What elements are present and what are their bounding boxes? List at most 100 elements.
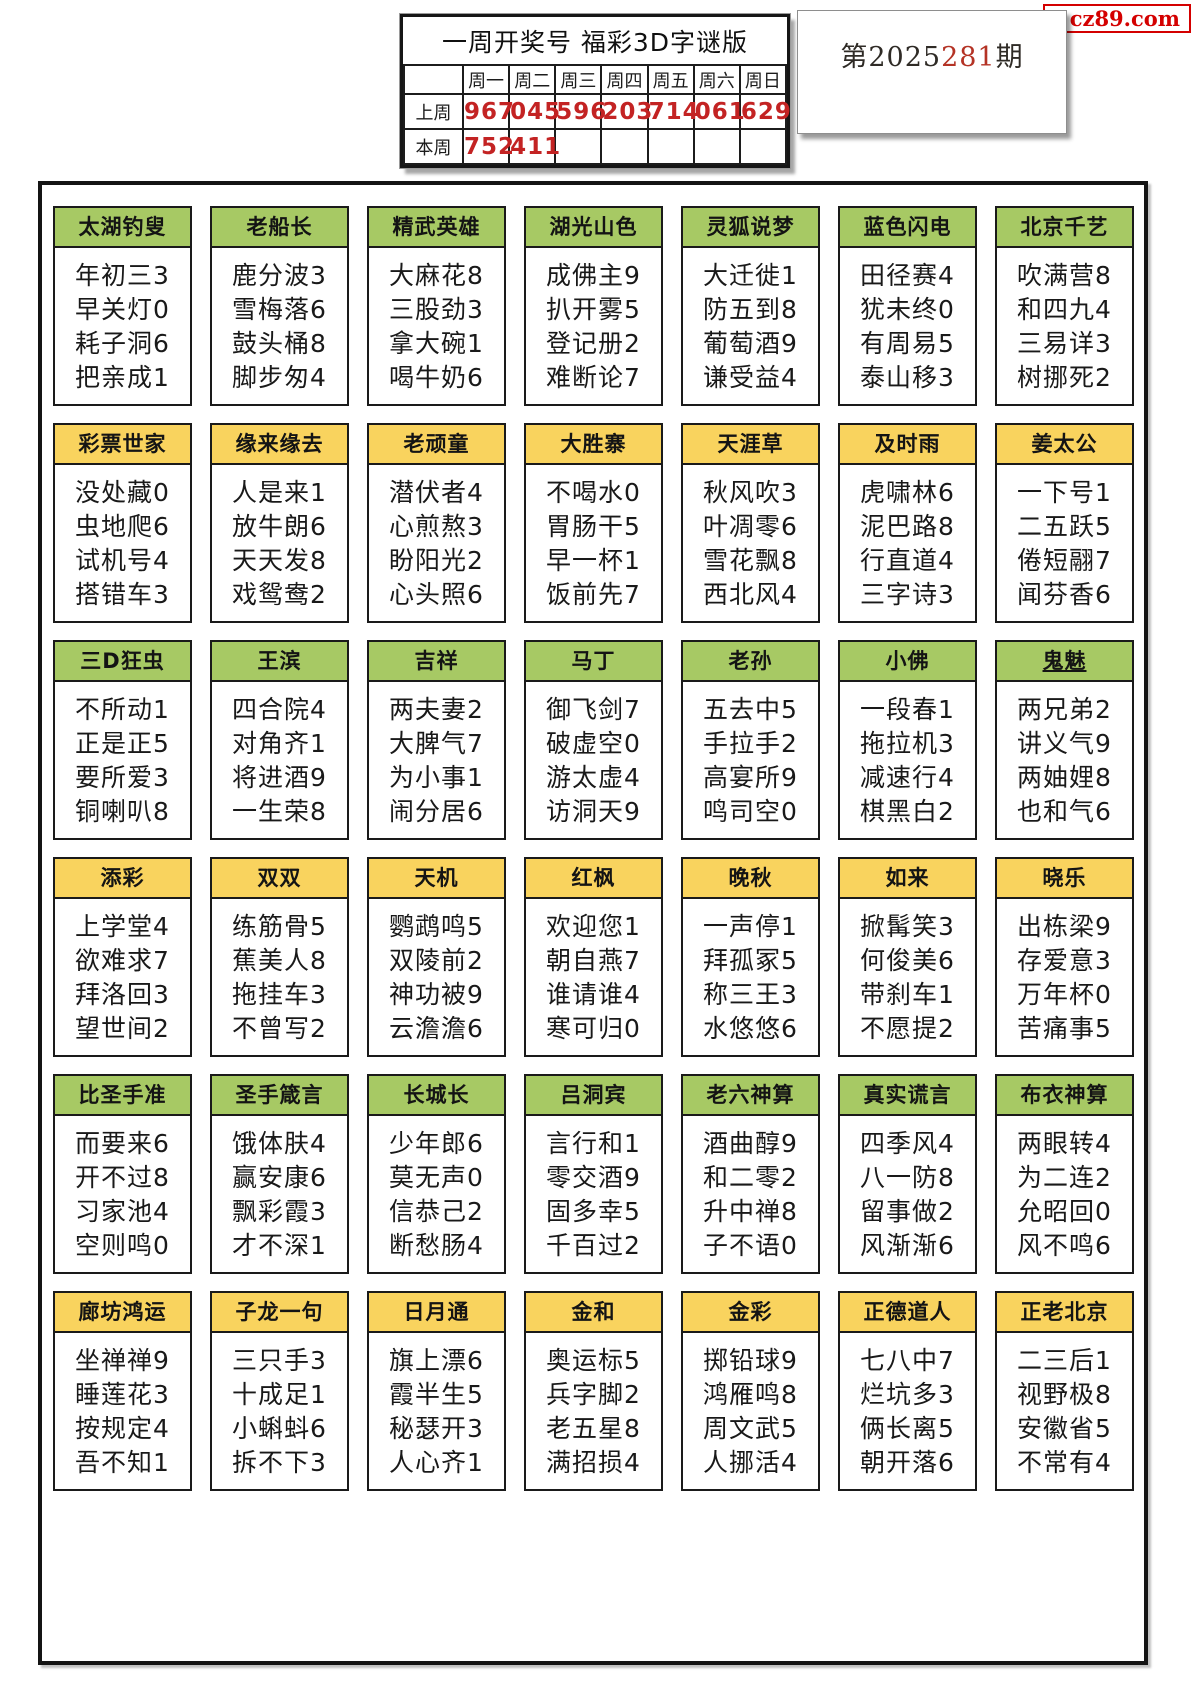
riddle-card: 金和 奥运标5 兵字脚2 老五星8 满招损4 [524, 1291, 663, 1491]
riddle-line: 鹿分波3 [232, 261, 327, 290]
riddle-card: 真实谎言 四季风4 八一防8 留事做2 风渐渐6 [838, 1074, 977, 1274]
draw-number-cell: 714 [646, 93, 699, 130]
card-title: 吉祥 [369, 642, 504, 682]
riddle-line: 酒曲醇9 [703, 1129, 798, 1158]
riddle-line: 高宴所9 [703, 763, 798, 792]
riddle-line: 心煎熬3 [389, 512, 484, 541]
card-body: 年初三3 早关灯0 耗子洞6 把亲成1 [55, 248, 190, 404]
riddle-line: 有周易5 [860, 329, 955, 358]
riddle-line: 升中禅8 [703, 1197, 798, 1226]
riddle-card: 红枫 欢迎您1 朝自燕7 谁请谁4 寒可归0 [524, 857, 663, 1057]
riddle-line: 子不语0 [703, 1231, 798, 1260]
riddle-card: 小佛 一段春1 拖拉机3 减速行4 棋黑白2 [838, 640, 977, 840]
card-body: 一段春1 拖拉机3 减速行4 棋黑白2 [840, 682, 975, 838]
riddle-line: 万年杯0 [1017, 980, 1112, 1009]
riddle-line: 十成足1 [232, 1380, 327, 1409]
week-data-row: 上周 967 045 596 203 714 061 629 [403, 93, 791, 130]
card-body: 五去中5 手拉手2 高宴所9 鸣司空0 [683, 682, 818, 838]
riddle-line: 人挪活4 [703, 1448, 798, 1477]
riddle-line: 没处藏0 [75, 478, 170, 507]
riddle-line: 戏鸳鸯2 [232, 580, 327, 609]
riddle-line: 鼓头桶8 [232, 329, 327, 358]
riddle-line: 欢迎您1 [546, 912, 641, 941]
riddle-line: 五去中5 [703, 695, 798, 724]
riddle-card: 老船长 鹿分波3 雪梅落6 鼓头桶8 脚步匆4 [210, 206, 349, 406]
riddle-line: 大脾气7 [389, 729, 484, 758]
card-body: 少年郎6 莫无声0 信恭己2 断愁肠4 [369, 1116, 504, 1272]
riddle-line: 拜孤冢5 [703, 946, 798, 975]
riddle-line: 睡莲花3 [75, 1380, 170, 1409]
card-body: 言行和1 零交酒9 固多幸5 千百过2 [526, 1116, 661, 1272]
riddle-line: 将进酒9 [232, 763, 327, 792]
card-title: 北京千艺 [997, 208, 1132, 248]
riddle-line: 蕉美人8 [232, 946, 327, 975]
riddle-card: 蓝色闪电 田径赛4 犹未终0 有周易5 泰山移3 [838, 206, 977, 406]
riddle-line: 欲难求7 [75, 946, 170, 975]
riddle-card: 太湖钓叟 年初三3 早关灯0 耗子洞6 把亲成1 [53, 206, 192, 406]
riddle-line: 两眼转4 [1017, 1129, 1112, 1158]
riddle-line: 二三后1 [1017, 1346, 1112, 1375]
card-body: 坐禅禅9 睡莲花3 按规定4 吾不知1 [55, 1333, 190, 1489]
riddle-line: 盼阳光2 [389, 546, 484, 575]
riddle-line: 拖挂车3 [232, 980, 327, 1009]
riddle-line: 鹦鹉鸣5 [389, 912, 484, 941]
card-title: 老六神算 [683, 1076, 818, 1116]
riddle-line: 双陵前2 [389, 946, 484, 975]
card-title: 双双 [212, 859, 347, 899]
card-body: 吹满营8 和四九4 三易详3 树挪死2 [997, 248, 1132, 404]
riddle-card: 缘来缘去 人是来1 放牛朗6 天天发8 戏鸳鸯2 [210, 423, 349, 623]
riddle-line: 称三王3 [703, 980, 798, 1009]
card-row: 添彩 上学堂4 欲难求7 拜洛回3 望世间2 双双 练筋骨5 蕉美人8 拖挂车3 不曾写2 天机 鹦鹉… [53, 857, 1136, 1057]
riddle-line: 出栋梁9 [1017, 912, 1112, 941]
week-data-row: 本周 752 411 [403, 128, 788, 165]
riddle-line: 一段春1 [860, 695, 955, 724]
draw-number-cell: 411 [508, 128, 560, 165]
riddle-line: 西北风4 [703, 580, 798, 609]
card-title: 马丁 [526, 642, 661, 682]
riddle-line: 习家池4 [75, 1197, 170, 1226]
riddle-line: 四合院4 [232, 695, 327, 724]
riddle-line: 风不鸣6 [1017, 1231, 1112, 1260]
card-title: 晚秋 [683, 859, 818, 899]
issue-highlight: 281 [941, 42, 996, 73]
riddle-line: 神功被9 [389, 980, 484, 1009]
card-body: 虎啸林6 泥巴路8 行直道4 三字诗3 [840, 465, 975, 621]
riddle-line: 一下号1 [1017, 478, 1112, 507]
riddle-card: 子龙一句 三只手3 十成足1 小蝌蚪6 拆不下3 [210, 1291, 349, 1491]
riddle-line: 拖拉机3 [860, 729, 955, 758]
card-body: 鹿分波3 雪梅落6 鼓头桶8 脚步匆4 [212, 248, 347, 404]
card-body: 鹦鹉鸣5 双陵前2 神功被9 云澹澹6 [369, 899, 504, 1055]
riddle-card: 老孙 五去中5 手拉手2 高宴所9 鸣司空0 [681, 640, 820, 840]
riddle-line: 留事做2 [860, 1197, 955, 1226]
riddle-line: 鸣司空0 [703, 797, 798, 826]
riddle-line: 早关灯0 [75, 295, 170, 324]
riddle-line: 两夫妻2 [389, 695, 484, 724]
riddle-line: 虎啸林6 [860, 478, 955, 507]
riddle-line: 八一防8 [860, 1163, 955, 1192]
riddle-line: 霞半生5 [389, 1380, 484, 1409]
card-body: 二三后1 视野极8 安徽省5 不常有4 [997, 1333, 1132, 1489]
riddle-line: 搭错车3 [75, 580, 170, 609]
day-header: 周五 [646, 64, 695, 95]
week-table-body: 周一 周二 周三 周四 周五 周六 周日 上周 967 045 596 203 714 061 629 本周 7… [403, 64, 791, 165]
riddle-line: 苦痛事5 [1017, 1014, 1112, 1043]
riddle-line: 吹满营8 [1017, 261, 1112, 290]
card-title: 正德道人 [840, 1293, 975, 1333]
card-body: 而要来6 开不过8 习家池4 空则鸣0 [55, 1116, 190, 1272]
card-body: 成佛主9 扒开雾5 登记册2 难断论7 [526, 248, 661, 404]
issue-panel: 第2025281期 [797, 10, 1067, 134]
card-body: 七八中7 烂坑多3 俩长离5 朝开落6 [840, 1333, 975, 1489]
riddle-line: 飘彩霞3 [232, 1197, 327, 1226]
riddle-line: 不常有4 [1017, 1448, 1112, 1477]
riddle-line: 树挪死2 [1017, 363, 1112, 392]
riddle-line: 犹未终0 [860, 295, 955, 324]
riddle-line: 按规定4 [75, 1414, 170, 1443]
card-title: 长城长 [369, 1076, 504, 1116]
card-body: 田径赛4 犹未终0 有周易5 泰山移3 [840, 248, 975, 404]
riddle-line: 把亲成1 [75, 363, 170, 392]
riddle-line: 开不过8 [75, 1163, 170, 1192]
riddle-line: 秋风吹3 [703, 478, 798, 507]
riddle-line: 不愿提2 [860, 1014, 955, 1043]
draw-number-cell: 629 [738, 93, 791, 130]
card-body: 奥运标5 兵字脚2 老五星8 满招损4 [526, 1333, 661, 1489]
